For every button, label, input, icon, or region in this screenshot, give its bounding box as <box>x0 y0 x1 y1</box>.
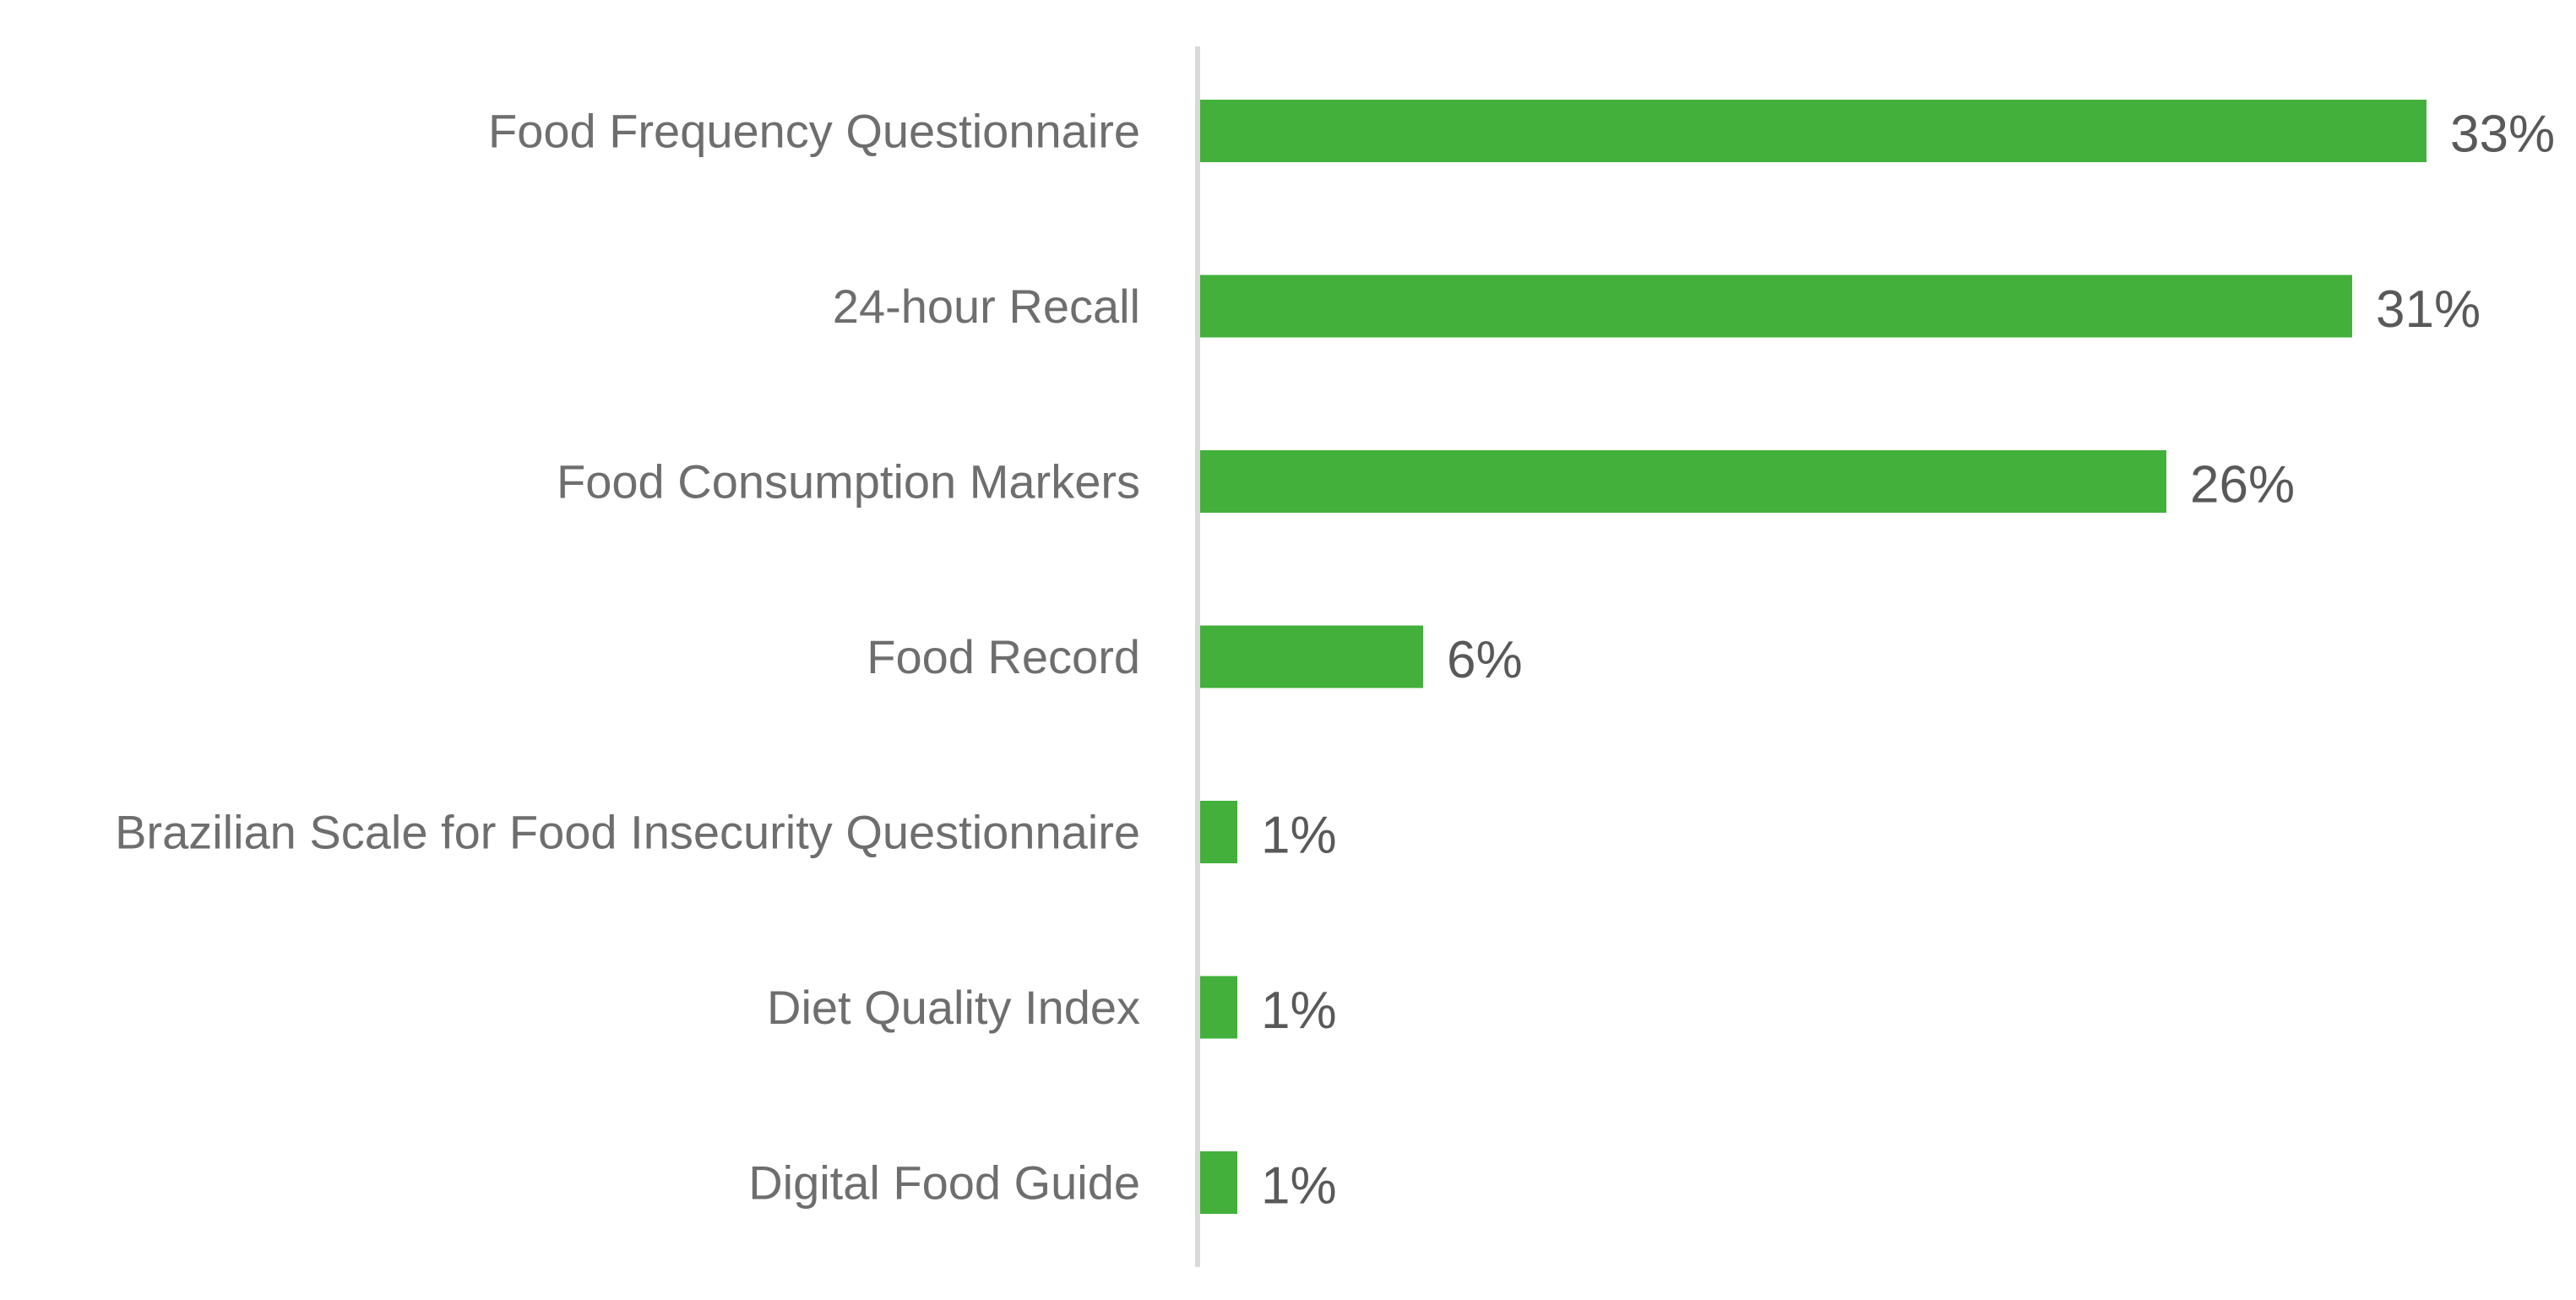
bar <box>1200 801 1237 863</box>
bar <box>1200 1151 1237 1214</box>
data-label: 26% <box>2190 456 2295 514</box>
category-label: Diet Quality Index <box>767 981 1140 1034</box>
category-label: Food Record <box>867 630 1140 683</box>
data-label: 1% <box>1261 982 1337 1040</box>
bar <box>1200 976 1237 1039</box>
bar <box>1200 100 2427 162</box>
bar <box>1200 450 2166 513</box>
data-label: 1% <box>1261 1157 1337 1216</box>
category-label: Food Frequency Questionnaire <box>488 105 1140 158</box>
data-label: 33% <box>2450 106 2555 164</box>
category-label: Food Consumption Markers <box>557 455 1140 509</box>
category-label: 24-hour Recall <box>833 280 1140 333</box>
bar <box>1200 625 1423 688</box>
bars-group <box>1200 100 2427 1214</box>
category-labels-group: Food Frequency Questionnaire 24-hour Reca… <box>115 105 1140 1210</box>
data-label: 6% <box>1447 631 1523 689</box>
bar <box>1200 275 2352 338</box>
category-label: Brazilian Scale for Food Insecurity Ques… <box>115 806 1140 859</box>
category-label: Digital Food Guide <box>748 1156 1140 1210</box>
data-label: 31% <box>2376 280 2481 339</box>
value-labels-group: 33% 31% 26% 6% 1% 1% 1% <box>1261 106 2555 1216</box>
data-label: 1% <box>1261 807 1337 865</box>
